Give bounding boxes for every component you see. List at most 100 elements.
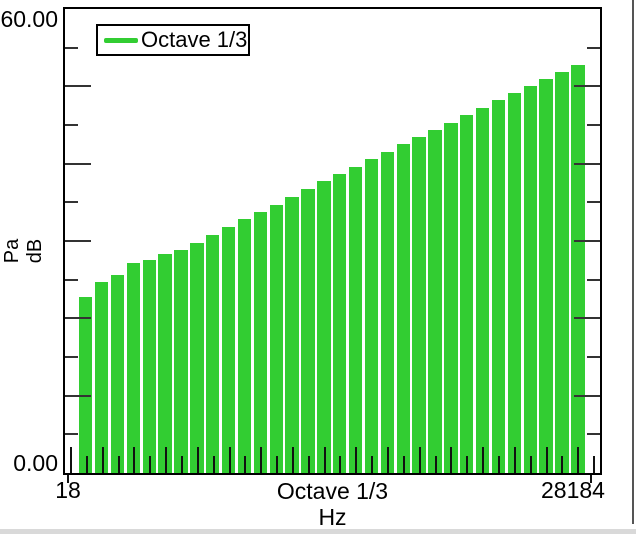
y-axis-tick-left: [65, 124, 78, 126]
x-axis-first-label: 18: [55, 477, 81, 503]
x-axis-tick: [165, 447, 168, 473]
bar: [539, 78, 553, 473]
bar: [555, 71, 569, 473]
bar: [158, 254, 172, 473]
y-axis-tick-right: [587, 201, 600, 204]
x-axis-tick: [450, 447, 453, 473]
bar: [348, 166, 363, 473]
x-axis-tick: [276, 456, 279, 473]
x-axis-tick: [355, 447, 358, 473]
x-axis-title: Octave 1/3: [276, 478, 389, 504]
bar: [79, 296, 93, 473]
y-axis-tick-left: [65, 85, 91, 88]
x-axis-tick: [307, 456, 310, 473]
y-axis-tick-left: [65, 162, 91, 165]
x-axis-tick: [561, 456, 564, 473]
y-axis-tick-right: [574, 240, 600, 242]
bar: [126, 262, 141, 473]
y-axis-title-line-db: dB: [24, 238, 46, 264]
x-axis-tick: [529, 456, 532, 473]
y-axis-max-label: 60.00: [0, 6, 58, 32]
x-axis-tick: [466, 456, 469, 473]
x-axis-tick: [323, 447, 326, 473]
bar: [396, 144, 410, 473]
x-axis-last-label: 28184: [541, 477, 605, 503]
bar: [444, 122, 458, 473]
y-axis-tick-left: [65, 394, 91, 397]
x-axis-tick: [244, 456, 247, 473]
x-axis-tick: [387, 447, 389, 473]
x-axis-outer-tick-last: [590, 475, 592, 483]
x-axis-tick: [482, 447, 485, 473]
x-axis-tick: [371, 456, 374, 473]
x-axis-tick: [149, 456, 152, 473]
y-axis-tick-left: [65, 433, 78, 436]
y-axis-tick-right: [587, 356, 600, 358]
y-axis-tick-left: [65, 356, 78, 358]
x-axis-tick: [180, 456, 183, 473]
x-axis-tick: [545, 447, 548, 473]
x-axis-tick: [133, 447, 136, 473]
x-axis-outer-tick-first: [67, 475, 69, 483]
y-axis-min-label: 0.00: [13, 450, 58, 476]
x-axis-unit: Hz: [318, 504, 347, 530]
bar: [301, 189, 315, 473]
y-axis-tick-right: [587, 278, 600, 281]
x-axis-tick: [70, 447, 72, 473]
y-axis-tick-left: [65, 240, 91, 242]
x-axis-tick: [593, 456, 596, 473]
bar: [237, 219, 252, 473]
x-axis-tick: [228, 447, 231, 473]
x-axis-tick: [212, 456, 215, 473]
screenshot-bottom-edge: [0, 529, 636, 534]
y-axis-tick-left: [65, 46, 78, 49]
bar: [475, 108, 490, 473]
legend-label: Octave 1/3: [141, 27, 248, 52]
x-axis-tick: [418, 447, 421, 473]
x-axis-tick: [196, 447, 199, 473]
y-axis-tick-right: [574, 317, 600, 320]
bar: [491, 100, 506, 473]
bar: [571, 64, 585, 473]
y-axis-tick-right: [587, 124, 600, 126]
bar: [364, 159, 379, 473]
x-axis-tick: [101, 447, 104, 473]
y-axis-tick-left: [65, 201, 78, 204]
x-axis-tick: [260, 447, 263, 473]
bar: [523, 85, 537, 473]
x-axis-tick: [339, 456, 342, 473]
bars-layer: [65, 9, 600, 473]
bar: [428, 129, 442, 473]
y-axis-tick-right: [587, 433, 600, 436]
bar: [333, 173, 347, 473]
x-axis-tick: [402, 456, 405, 473]
y-axis-title: Pa dB: [1, 221, 47, 281]
plot-area: [63, 7, 602, 475]
x-axis-tick: [577, 447, 580, 473]
y-axis-tick-right: [587, 46, 600, 49]
bar: [221, 227, 236, 473]
bar: [317, 181, 331, 473]
bar: [285, 196, 299, 473]
bar: [94, 282, 109, 473]
x-axis-tick: [497, 456, 500, 473]
y-axis-tick-right: [574, 85, 600, 88]
x-axis-tick: [434, 456, 437, 473]
bar: [269, 204, 283, 473]
bar: [174, 250, 188, 473]
bar: [206, 234, 220, 473]
y-axis-tick-left: [65, 317, 91, 320]
y-axis-tick-right: [574, 162, 600, 165]
screenshot-right-edge: [632, 0, 634, 524]
bar: [110, 275, 125, 473]
bar: [412, 137, 426, 473]
y-axis-tick-right: [574, 394, 600, 397]
bar: [380, 152, 395, 473]
bar: [507, 93, 522, 473]
x-axis-tick: [117, 456, 120, 473]
y-axis-tick-left: [65, 278, 78, 281]
bar: [190, 242, 204, 473]
x-axis-tick: [513, 447, 516, 473]
bar: [460, 114, 474, 473]
